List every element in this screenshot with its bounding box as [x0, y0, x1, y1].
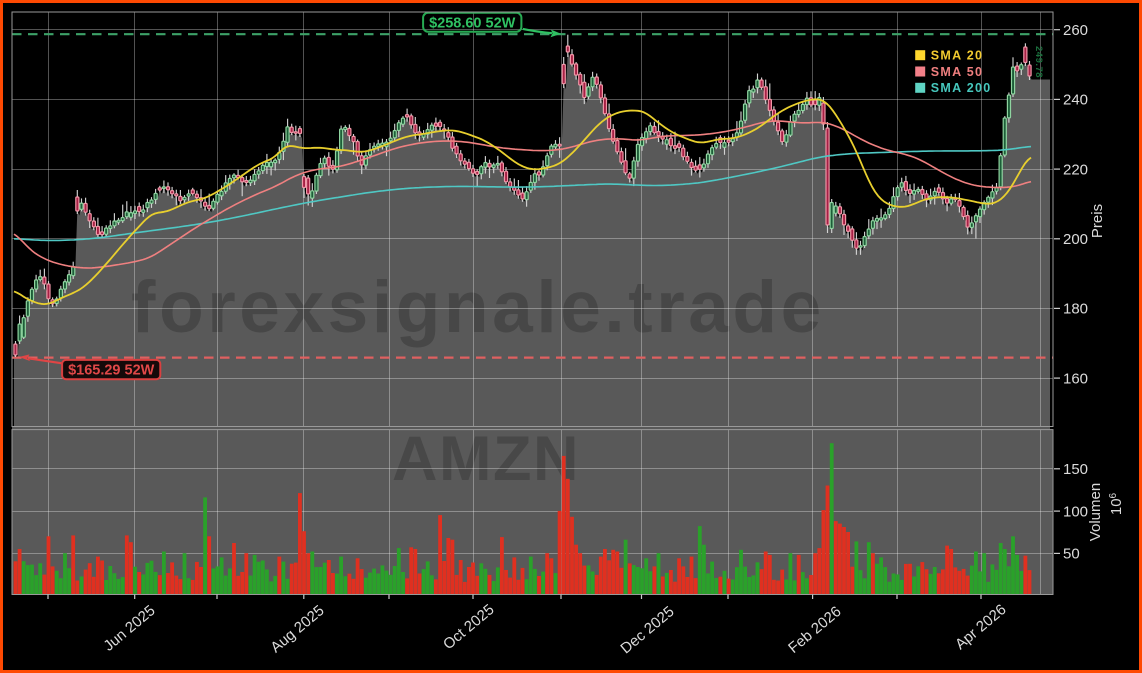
svg-text:Preis: Preis	[1089, 204, 1106, 238]
svg-text:100: 100	[1063, 503, 1088, 520]
svg-text:forexsignale.trade: forexsignale.trade	[131, 267, 825, 348]
svg-text:180: 180	[1063, 301, 1088, 318]
svg-text:240: 240	[1063, 92, 1088, 109]
svg-text:SMA 50: SMA 50	[931, 65, 984, 79]
svg-text:$165.29 52W: $165.29 52W	[68, 362, 155, 378]
svg-text:AMZN: AMZN	[392, 424, 580, 494]
svg-text:200: 200	[1063, 231, 1088, 248]
svg-text:SMA 20: SMA 20	[931, 49, 984, 63]
svg-text:150: 150	[1063, 461, 1088, 478]
svg-text:249.78: 249.78	[1033, 46, 1044, 78]
svg-text:Volumen: Volumen	[1087, 483, 1104, 541]
svg-text:SMA 200: SMA 200	[931, 81, 992, 95]
svg-text:220: 220	[1063, 161, 1088, 178]
svg-text:$258.60 52W: $258.60 52W	[429, 15, 516, 31]
svg-text:260: 260	[1063, 22, 1088, 39]
svg-text:50: 50	[1063, 546, 1080, 563]
svg-text:160: 160	[1063, 370, 1088, 387]
